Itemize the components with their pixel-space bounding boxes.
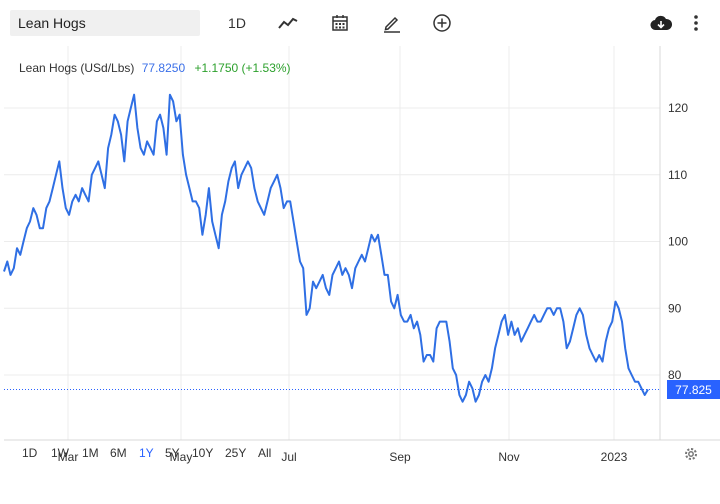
range-button-10y[interactable]: 10Y [192,446,214,460]
range-button-1d[interactable]: 1D [22,446,38,460]
x-tick-label: Nov [498,450,519,464]
symbol-search-input[interactable]: Lean Hogs [10,10,200,36]
range-selector: 1D 1W 1M 6M 1Y 5Y 10Y 25Y All [0,442,720,466]
range-button-6m[interactable]: 6M [110,446,127,460]
x-tick-label: Sep [389,450,411,464]
line-chart-icon[interactable] [274,10,302,36]
legend-name: Lean Hogs (USd/Lbs) [19,61,135,75]
range-button-all[interactable]: All [258,446,272,460]
legend-change: +1.1750 (+1.53%) [194,61,291,75]
range-button-1m[interactable]: 1M [82,446,99,460]
x-tick-label: Jul [281,450,296,464]
gear-icon[interactable] [683,446,699,467]
range-button-5y[interactable]: 5Y [165,446,180,460]
y-tick-label: 80 [668,368,682,382]
range-button-1w[interactable]: 1W [51,446,69,460]
y-tick-label: 100 [668,235,688,249]
more-icon[interactable] [686,10,706,36]
price-series-line [3,93,649,403]
last-price-tag: 77.825 [667,380,720,399]
y-tick-label: 110 [668,168,687,182]
range-button-25y[interactable]: 25Y [225,446,247,460]
x-tick-label: May [170,450,193,464]
cloud-download-icon[interactable] [648,10,674,36]
range-button-1y[interactable]: 1Y [139,446,154,460]
interval-button[interactable]: 1D [228,15,246,31]
pencil-icon[interactable] [378,10,406,36]
chart-toolbar: Lean Hogs 1D [0,0,720,46]
y-tick-label: 90 [668,301,682,315]
x-tick-label: Mar [58,450,79,464]
calendar-icon[interactable] [326,10,354,36]
x-tick-label: 2023 [601,450,628,464]
y-tick-label: 120 [668,101,688,115]
legend-value: 77.8250 [141,61,186,75]
plus-circle-icon[interactable] [428,10,456,36]
chart-legend: Lean Hogs (USd/Lbs) 77.8250 +1.1750 (+1.… [19,61,291,75]
